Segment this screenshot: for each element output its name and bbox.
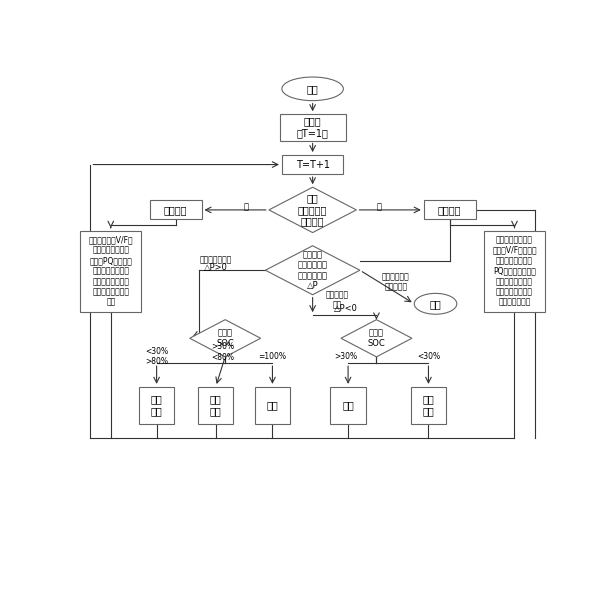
Text: 结束: 结束 xyxy=(429,299,442,309)
Text: 主网
电压、频率
是否正常: 主网 电压、频率 是否正常 xyxy=(298,193,328,227)
Text: >30%: >30% xyxy=(334,352,357,361)
FancyBboxPatch shape xyxy=(484,231,545,312)
Text: 否: 否 xyxy=(376,202,381,211)
Polygon shape xyxy=(269,187,356,233)
Text: 交流母线
电压、频率及
功率不平衡度
△P: 交流母线 电压、频率及 功率不平衡度 △P xyxy=(298,250,328,290)
Text: 开始: 开始 xyxy=(307,84,318,94)
FancyBboxPatch shape xyxy=(80,231,142,312)
Text: <30%: <30% xyxy=(417,352,440,361)
Ellipse shape xyxy=(414,293,457,314)
Text: T=T+1: T=T+1 xyxy=(296,160,329,170)
Text: 浮充: 浮充 xyxy=(267,401,278,411)
FancyBboxPatch shape xyxy=(279,114,346,141)
Text: 初始化
（T=1）: 初始化 （T=1） xyxy=(296,117,329,138)
FancyBboxPatch shape xyxy=(139,387,174,424)
Text: 放电: 放电 xyxy=(342,401,354,411)
Text: △P>0: △P>0 xyxy=(204,263,228,273)
Text: 电压或频率
升岛: 电压或频率 升岛 xyxy=(326,290,350,309)
Text: 电压或频率超
出安全范围: 电压或频率超 出安全范围 xyxy=(382,272,410,292)
Text: 超级电容采用V/F控
制；其余所有逆变
器采用PQ控制；直
流变换器采用恒直
流电压控制；光伏
发电采用最大功率
控制: 超级电容采用V/F控 制；其余所有逆变 器采用PQ控制；直 流变换器采用恒直 流… xyxy=(88,236,133,307)
Text: =100%: =100% xyxy=(259,352,287,361)
Text: 半逆变器和超级电
容采用V/F控制；其
余所有逆变器采用
PQ控制；直流变换
器采用恒直流电压
控制；光伏发电采
用最大功率控制: 半逆变器和超级电 容采用V/F控制；其 余所有逆变器采用 PQ控制；直流变换 器… xyxy=(492,236,537,307)
Text: 恒流
充电: 恒流 充电 xyxy=(151,395,162,416)
FancyBboxPatch shape xyxy=(411,387,446,424)
Text: 是: 是 xyxy=(244,202,249,211)
Text: 电压或频率升高: 电压或频率升高 xyxy=(199,256,232,265)
Text: 恒补
充电: 恒补 充电 xyxy=(210,395,221,416)
Text: <30%
>80%: <30% >80% xyxy=(145,347,168,366)
Text: 蓄电池
SOC: 蓄电池 SOC xyxy=(217,329,234,348)
FancyBboxPatch shape xyxy=(149,200,201,220)
Polygon shape xyxy=(190,320,260,357)
FancyBboxPatch shape xyxy=(331,387,366,424)
Text: >30%
<80%: >30% <80% xyxy=(211,342,234,362)
Text: 孤岛运行: 孤岛运行 xyxy=(438,205,462,215)
FancyBboxPatch shape xyxy=(424,200,476,220)
FancyBboxPatch shape xyxy=(282,155,343,174)
Text: 并网运行: 并网运行 xyxy=(163,205,187,215)
Text: △P<0: △P<0 xyxy=(334,304,357,313)
FancyBboxPatch shape xyxy=(255,387,290,424)
Polygon shape xyxy=(341,320,412,357)
Text: 蓄电池
SOC: 蓄电池 SOC xyxy=(368,329,386,348)
Polygon shape xyxy=(265,246,360,294)
FancyBboxPatch shape xyxy=(198,387,234,424)
Text: 停止
放电: 停止 放电 xyxy=(423,395,434,416)
Ellipse shape xyxy=(282,77,343,101)
